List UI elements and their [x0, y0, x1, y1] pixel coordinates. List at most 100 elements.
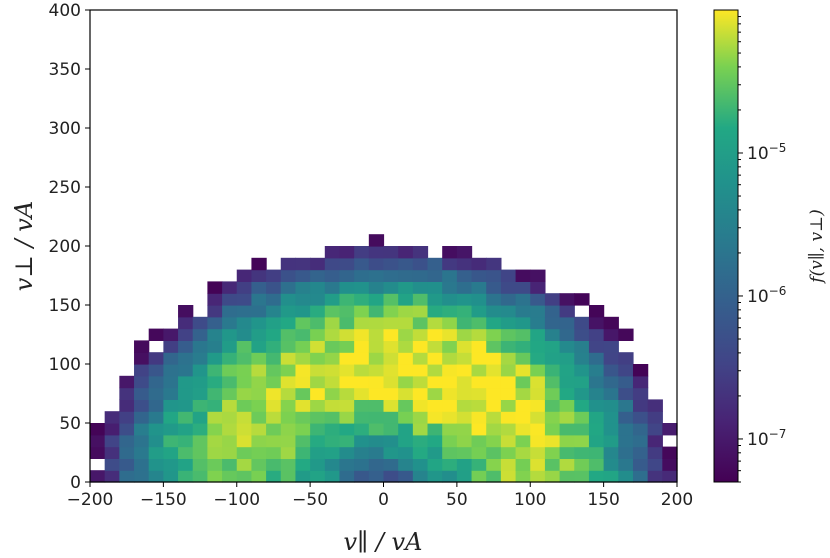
heatmap-cell: [442, 387, 458, 400]
heatmap-cell: [398, 446, 414, 459]
heatmap-cell: [266, 446, 282, 459]
heatmap-cell: [574, 375, 590, 389]
heatmap-cell: [515, 434, 531, 448]
heatmap-cell: [339, 352, 355, 365]
heatmap-cell: [119, 387, 135, 400]
y-tick-label: 100: [49, 355, 81, 375]
heatmap-cell: [178, 328, 194, 341]
heatmap-cell: [251, 458, 267, 471]
heatmap-cell: [266, 352, 282, 365]
heatmap-cell: [192, 434, 208, 448]
heatmap-cell: [427, 375, 443, 389]
heatmap-cell: [310, 470, 326, 483]
heatmap-cell: [574, 470, 590, 483]
heatmap-cell: [530, 269, 546, 282]
heatmap-cell: [251, 316, 267, 330]
heatmap-cell: [134, 340, 150, 353]
heatmap-cell: [310, 281, 326, 294]
heatmap-cell: [500, 446, 517, 459]
heatmap-cell: [280, 352, 297, 365]
heatmap-cell: [310, 375, 326, 389]
heatmap-cell: [90, 470, 106, 483]
heatmap-cell: [618, 423, 634, 436]
heatmap-cell: [104, 411, 120, 424]
heatmap-cell: [427, 411, 443, 424]
heatmap-cell: [412, 387, 429, 400]
heatmap-cell: [192, 387, 208, 400]
heatmap-cell: [456, 340, 473, 353]
heatmap-cell: [383, 281, 399, 294]
heatmap-cell: [471, 281, 487, 294]
heatmap-cell: [530, 305, 546, 318]
heatmap-cell: [295, 328, 311, 341]
heatmap-cell: [471, 352, 487, 365]
heatmap-cell: [266, 375, 282, 389]
heatmap-cell: [544, 411, 561, 424]
heatmap-cell: [266, 411, 282, 424]
heatmap-cell: [354, 269, 370, 282]
heatmap-cell: [574, 434, 590, 448]
heatmap-cell: [427, 257, 443, 271]
heatmap-cell: [603, 423, 619, 436]
heatmap-cell: [178, 423, 194, 436]
heatmap-cell: [222, 399, 238, 412]
heatmap-cell: [324, 375, 341, 389]
heatmap-cell: [280, 387, 297, 400]
heatmap-cell: [324, 446, 341, 459]
heatmap-cell: [500, 434, 517, 448]
heatmap-cell: [471, 399, 487, 412]
heatmap-cell: [603, 470, 619, 483]
heatmap-cell: [354, 375, 370, 389]
heatmap-cell: [178, 387, 194, 400]
heatmap-cell: [515, 328, 531, 341]
heatmap-cell: [222, 387, 238, 400]
heatmap-cell: [398, 257, 414, 271]
heatmap-cell: [500, 423, 517, 436]
heatmap-cell: [368, 434, 385, 448]
heatmap-cell: [500, 340, 517, 353]
heatmap-cell: [471, 375, 487, 389]
heatmap-cell: [486, 328, 502, 341]
heatmap-cell: [574, 340, 590, 353]
heatmap-cell: [559, 399, 575, 412]
heatmap-cell: [134, 446, 150, 459]
heatmap-cell: [486, 257, 502, 271]
heatmap-cell: [515, 293, 531, 306]
heatmap-cell: [398, 269, 414, 282]
heatmap-cell: [368, 305, 385, 318]
heatmap-cell: [515, 387, 531, 400]
heatmap-cell: [295, 470, 311, 483]
heatmap-cell: [368, 257, 385, 271]
heatmap-cell: [588, 352, 605, 365]
heatmap-cell: [559, 458, 575, 471]
heatmap-cell: [632, 423, 649, 436]
heatmap-cell: [280, 375, 297, 389]
heatmap-cell: [618, 364, 634, 377]
heatmap-cell: [178, 375, 194, 389]
heatmap-cell: [178, 458, 194, 471]
heatmap-cell: [236, 316, 253, 330]
heatmap-cell: [632, 411, 649, 424]
heatmap-cell: [618, 446, 634, 459]
heatmap-cell: [588, 470, 605, 483]
heatmap-cell: [603, 352, 619, 365]
heatmap-cell: [647, 399, 663, 412]
heatmap-cell: [236, 375, 253, 389]
heatmap-cell: [559, 470, 575, 483]
heatmap-cell: [251, 470, 267, 483]
heatmap-cell: [295, 446, 311, 459]
heatmap-cell: [442, 328, 458, 341]
heatmap-cell: [236, 411, 253, 424]
heatmap-cell: [236, 328, 253, 341]
heatmap-cell: [412, 411, 429, 424]
heatmap-cell: [266, 269, 282, 282]
heatmap-cell: [544, 387, 561, 400]
heatmap-cell: [500, 387, 517, 400]
heatmap-cell: [530, 446, 546, 459]
heatmap-cell: [178, 305, 194, 318]
heatmap-cell: [383, 328, 399, 341]
heatmap-cell: [486, 470, 502, 483]
heatmap-cell: [603, 316, 619, 330]
heatmap-cell: [500, 281, 517, 294]
